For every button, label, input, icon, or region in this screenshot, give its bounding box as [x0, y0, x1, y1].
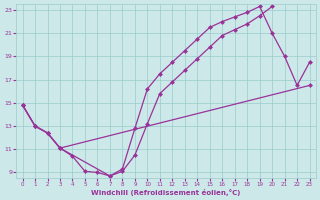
- X-axis label: Windchill (Refroidissement éolien,°C): Windchill (Refroidissement éolien,°C): [92, 189, 241, 196]
